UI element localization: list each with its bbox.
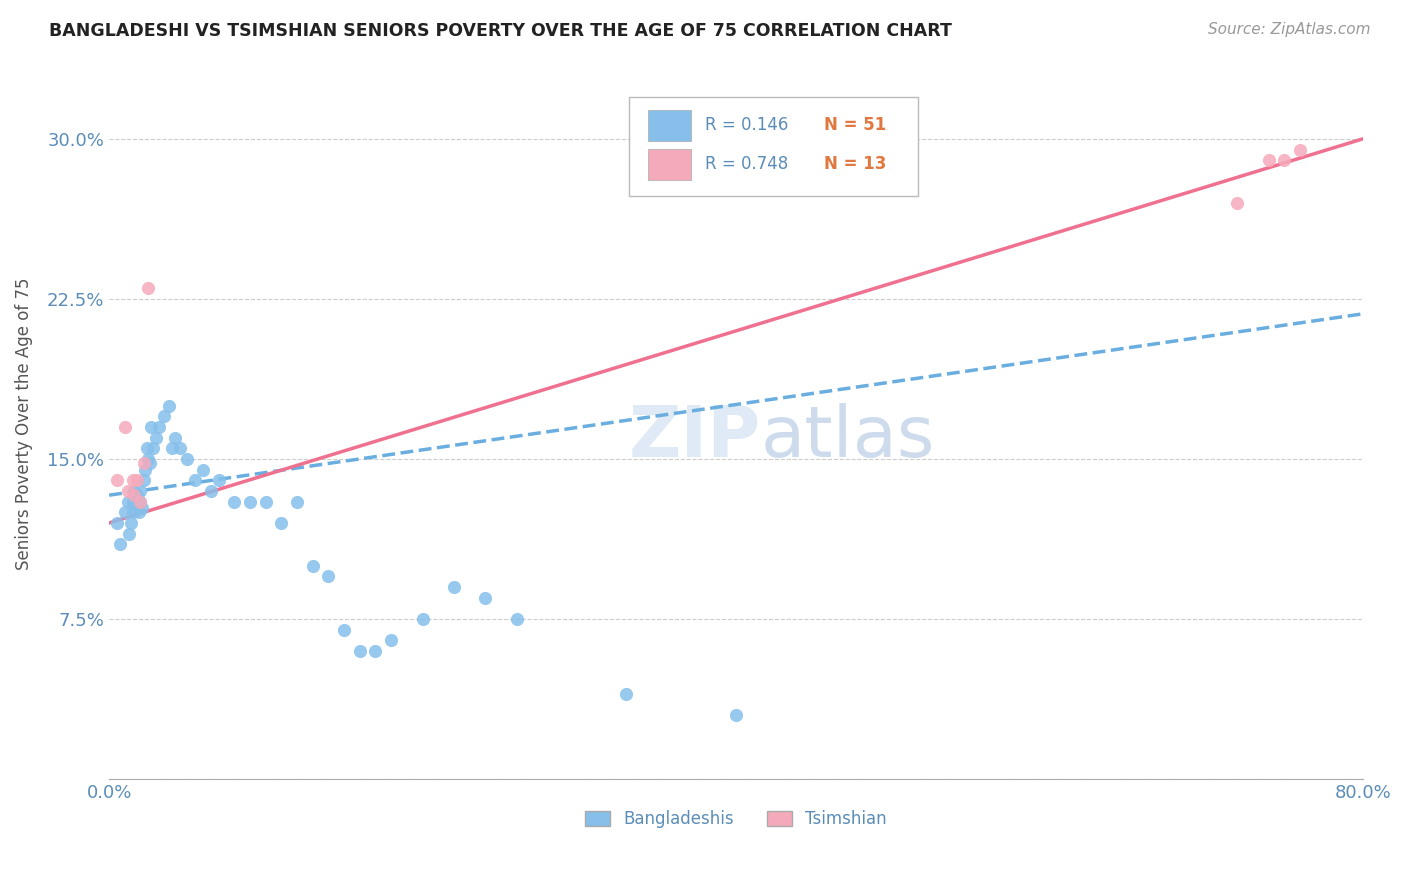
Point — [129, 494, 152, 508]
Text: ZIP: ZIP — [628, 403, 761, 473]
Point — [254, 494, 277, 508]
Point — [105, 473, 128, 487]
Point — [318, 569, 340, 583]
Text: R = 0.146: R = 0.146 — [704, 116, 787, 135]
Point — [118, 526, 141, 541]
Point — [125, 499, 148, 513]
Point — [127, 488, 149, 502]
Point — [163, 431, 186, 445]
Point — [411, 612, 433, 626]
Point — [364, 644, 387, 658]
Point — [169, 442, 191, 456]
Point — [129, 483, 152, 498]
Point — [176, 451, 198, 466]
Point — [474, 591, 496, 605]
Point — [349, 644, 371, 658]
Text: Source: ZipAtlas.com: Source: ZipAtlas.com — [1208, 22, 1371, 37]
Point — [129, 494, 152, 508]
Point — [285, 494, 308, 508]
Point — [505, 612, 527, 626]
FancyBboxPatch shape — [648, 149, 690, 180]
Point — [114, 505, 136, 519]
Point — [105, 516, 128, 530]
Text: R = 0.748: R = 0.748 — [704, 155, 787, 173]
Point — [117, 494, 139, 508]
Point — [131, 500, 153, 515]
Point — [136, 451, 159, 466]
Point — [127, 473, 149, 487]
Point — [121, 473, 143, 487]
Point — [443, 580, 465, 594]
Point — [1257, 153, 1279, 168]
Point — [160, 442, 183, 456]
Point — [239, 494, 262, 508]
Legend: Bangladeshis, Tsimshian: Bangladeshis, Tsimshian — [578, 803, 894, 835]
Point — [191, 462, 214, 476]
FancyBboxPatch shape — [648, 110, 690, 141]
Point — [135, 442, 157, 456]
Point — [142, 442, 165, 456]
Point — [136, 281, 159, 295]
Point — [108, 537, 131, 551]
Y-axis label: Seniors Poverty Over the Age of 75: Seniors Poverty Over the Age of 75 — [15, 277, 32, 570]
Point — [132, 456, 155, 470]
FancyBboxPatch shape — [630, 97, 918, 196]
Point — [114, 420, 136, 434]
Point — [117, 483, 139, 498]
Point — [128, 505, 150, 519]
Point — [139, 456, 162, 470]
Point — [224, 494, 246, 508]
Point — [1226, 195, 1249, 210]
Point — [200, 483, 222, 498]
Point — [122, 488, 145, 502]
Point — [301, 558, 323, 573]
Point — [134, 462, 156, 476]
Point — [121, 505, 143, 519]
Point — [132, 473, 155, 487]
Point — [121, 494, 143, 508]
Text: N = 13: N = 13 — [824, 155, 886, 173]
Point — [153, 409, 176, 424]
Point — [333, 623, 356, 637]
Text: atlas: atlas — [761, 403, 935, 473]
Point — [145, 431, 167, 445]
Text: BANGLADESHI VS TSIMSHIAN SENIORS POVERTY OVER THE AGE OF 75 CORRELATION CHART: BANGLADESHI VS TSIMSHIAN SENIORS POVERTY… — [49, 22, 952, 40]
Point — [1272, 153, 1295, 168]
Text: N = 51: N = 51 — [824, 116, 886, 135]
Point — [157, 399, 180, 413]
Point — [380, 633, 402, 648]
Point — [614, 687, 637, 701]
Point — [724, 707, 747, 722]
Point — [270, 516, 292, 530]
Point — [184, 473, 207, 487]
Point — [1289, 143, 1312, 157]
Point — [141, 420, 163, 434]
Point — [122, 483, 145, 498]
Point — [120, 516, 142, 530]
Point — [208, 473, 231, 487]
Point — [148, 420, 170, 434]
